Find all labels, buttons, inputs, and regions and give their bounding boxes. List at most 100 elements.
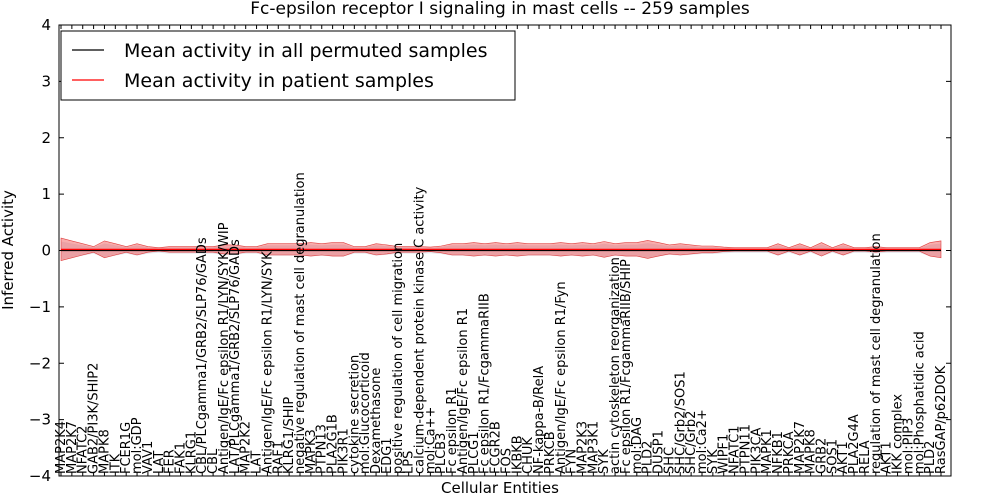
x-category-label: FCER1G <box>119 422 134 474</box>
x-category-label: SYK <box>597 449 612 474</box>
x-category-label: MAP2K4 <box>54 421 69 474</box>
x-category-label: EDG1 <box>380 437 395 474</box>
y-tick-label: 1 <box>41 185 51 203</box>
x-category-label: SHC/Grb2 <box>684 411 699 474</box>
x-category-label: MAPK1 <box>760 429 775 474</box>
x-category-label: FER <box>163 449 178 474</box>
x-axis-ticks <box>60 25 942 476</box>
x-category-label: MAP2K7 <box>65 421 80 474</box>
x-category-label: PIK3R1 <box>337 428 352 474</box>
y-tick-label: 2 <box>41 129 51 147</box>
x-category-label: LAT <box>152 451 167 474</box>
x-category-label: SOS1 <box>825 439 840 474</box>
x-category-label: Fc epsilon R1/FcgammaRIIB/SHIP <box>619 259 634 474</box>
chart-title: Fc-epsilon receptor I signaling in mast … <box>250 0 750 19</box>
x-category-label: FOS <box>499 448 514 474</box>
x-category-label: KLRG1/SHIP <box>282 397 297 474</box>
x-category-label: GRB2 <box>815 438 830 474</box>
x-category-label: GAB2/PI3K/SHIP2 <box>87 363 102 474</box>
x-category-label: MAPK3 <box>304 429 319 474</box>
x-category-label: positive regulation of cell migration <box>391 243 406 474</box>
x-category-label: LAT <box>250 451 265 474</box>
y-tick-label: 4 <box>41 16 51 34</box>
y-tick-label: 3 <box>41 72 51 90</box>
x-category-label: mol:Ca2+ <box>695 409 710 474</box>
x-category-label: cytokine secretion <box>347 355 362 474</box>
x-category-label: mol:Glucocorticoid <box>358 352 373 474</box>
x-category-label: mol:PIP3 <box>901 418 916 474</box>
x-category-label: mol:Ca++ <box>423 407 438 474</box>
x-category-label: AKT1 <box>836 441 851 474</box>
x-category-label: VAV1 <box>141 441 156 474</box>
legend-label-permuted: Mean activity in all permuted samples <box>124 40 487 62</box>
x-category-label: PTPN13 <box>315 424 330 474</box>
x-category-label: SHC <box>662 447 677 474</box>
x-category-label: LAT/PLCgamma1/GRB2/SLP76/GADs <box>228 239 243 474</box>
x-category-label: KLRG1 <box>184 431 199 474</box>
x-category-label: PLCB3 <box>434 433 449 474</box>
y-tick-label: −4 <box>29 467 51 485</box>
category-labels: MAP2K4MAP2K7NFATC2GAB2/PI3K/SHIP2MAPK8IT… <box>54 172 949 474</box>
x-category-label: Antigen/IgE/Fc epsilon R1/LYN/SYK <box>260 251 275 474</box>
x-category-label: LPS <box>402 451 417 474</box>
x-category-label: PTPN11 <box>738 424 753 474</box>
x-category-label: MAP2K3 <box>576 421 591 474</box>
x-category-label: NF-kappa-B/RelA <box>532 366 547 474</box>
series-lines <box>61 248 941 252</box>
x-category-label: PLA2G4A <box>847 414 862 474</box>
x-category-label: MAPK8 <box>98 429 113 474</box>
x-category-label: mol:Phosphatidic acid <box>912 331 927 474</box>
x-category-label: PLD2 <box>641 441 656 474</box>
x-category-label: IKBKB <box>510 435 525 474</box>
x-category-label: WIPF1 <box>717 434 732 474</box>
x-category-label: RELA <box>858 440 873 474</box>
x-category-label: mol:DAG <box>630 417 645 474</box>
x-category-label: MAP2K2 <box>239 421 254 474</box>
x-category-label: Antigen/IgE/Fc epsilon R1 <box>456 308 471 474</box>
x-category-label: CHUK <box>521 437 536 474</box>
legend-box <box>60 30 516 101</box>
x-category-label: AKT1 <box>880 441 895 474</box>
x-category-label: Fc epsilon R1 <box>445 387 460 474</box>
x-category-label: PLD2 <box>923 441 938 474</box>
x-category-label: CBL/PLCgamma1/GRB2/SLP76/GADs <box>195 237 210 474</box>
x-category-label: Dexamethasone <box>369 368 384 474</box>
legend-label-patient: Mean activity in patient samples <box>124 70 434 92</box>
x-category-label: Fc epsilon R1/FcgammaRIIB <box>478 293 493 474</box>
x-category-label: SYK <box>706 449 721 474</box>
y-tick-label: −3 <box>29 411 51 429</box>
x-category-label: RasGAP/p62DOK <box>934 365 949 474</box>
x-category-label: MAPK8 <box>804 429 819 474</box>
x-category-label: regulation of mast cell degranulation <box>869 233 884 474</box>
x-category-label: calcium-dependent protein kinase C activ… <box>413 186 428 474</box>
x-category-label: PLCG1 <box>467 431 482 474</box>
x-category-label: PLA2G1B <box>326 414 341 474</box>
x-category-label: actin cytoskeleton reorganization <box>608 257 623 474</box>
x-category-label: FCGR2B <box>489 421 504 474</box>
x-category-label: MAP2K7 <box>793 421 808 474</box>
x-category-label: NFKB1 <box>771 431 786 474</box>
x-category-label: NFATC1 <box>728 426 743 474</box>
x-category-label: Antigen/IgE/Fc epsilon R1/Fyn <box>554 281 569 474</box>
x-category-label: ITK <box>108 453 123 474</box>
x-category-label: CBL <box>206 448 221 474</box>
x-category-label: PRKCB <box>543 431 558 474</box>
y-axis-label: Inferred Activity <box>0 190 17 310</box>
x-category-label: Antigen/IgE/Fc epsilon R1/LYN/SYK/WIP <box>217 222 232 474</box>
x-category-label: FYN <box>565 449 580 474</box>
x-category-label: IKK complex <box>891 394 906 474</box>
x-category-label: DUSP1 <box>652 430 667 474</box>
x-axis-label: Cellular Entities <box>441 479 559 497</box>
x-category-label: RAF1 <box>271 441 286 474</box>
y-tick-label: 0 <box>41 242 51 260</box>
y-tick-label: −1 <box>29 298 51 316</box>
x-category-label: PIK3CA <box>749 427 764 474</box>
x-category-label: negative regulation of mast cell degranu… <box>293 172 308 474</box>
x-category-label: SHC/Grb2/SOS1 <box>673 371 688 474</box>
y-axis-ticks: 4 3 2 1 0 −1 −2 −3 −4 <box>29 16 951 485</box>
x-category-label: mol:GDP <box>130 417 145 474</box>
x-category-label: NFATC2 <box>76 426 91 474</box>
x-category-label: FAK1 <box>174 442 189 474</box>
legend: Mean activity in all permuted samples Me… <box>60 30 516 101</box>
